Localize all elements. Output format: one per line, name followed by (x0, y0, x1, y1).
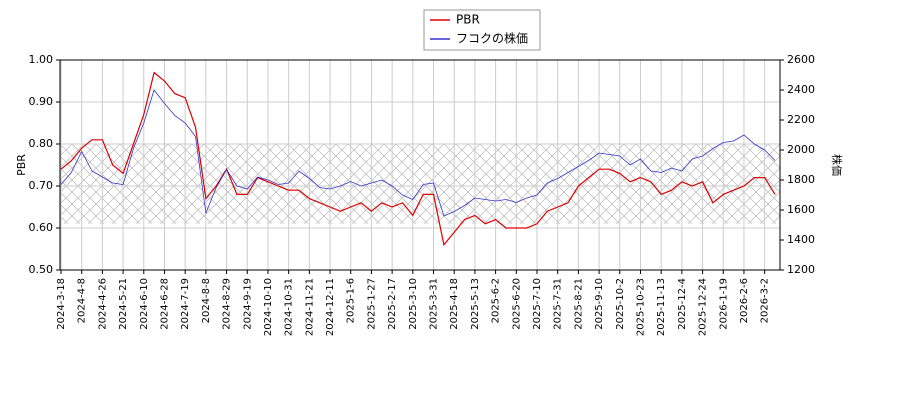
x-tick-label: 2025-12-4 (677, 278, 688, 330)
y2-tick-label: 1800 (787, 173, 815, 186)
y2-tick-label: 2200 (787, 113, 815, 126)
series-line (60, 71, 776, 247)
reference-band (60, 144, 780, 224)
x-tick-label: 2025-2-17 (387, 278, 398, 330)
x-tick-label: 2025-11-13 (656, 278, 667, 336)
y-tick-label: 0.80 (29, 137, 54, 150)
x-tick-label: 2024-10-10 (263, 278, 274, 336)
x-tick-label: 2024-3-18 (56, 278, 67, 330)
y-axis-label: PBR (15, 154, 28, 176)
x-tick-label: 2025-3-31 (429, 278, 440, 330)
x-tick-label: 2024-8-29 (222, 278, 233, 330)
x-tick-label: 2024-6-28 (159, 278, 170, 330)
y-tick-label: 0.90 (29, 95, 54, 108)
x-tick-label: 2026-1-19 (718, 278, 729, 330)
x-tick-label: 2024-11-21 (304, 278, 315, 336)
x-tick-label: 2026-3-2 (760, 278, 771, 323)
x-tick-label: 2025-1-27 (366, 278, 377, 330)
y-tick-label: 0.50 (29, 263, 54, 276)
x-tick-label: 2024-9-19 (242, 278, 253, 330)
x-tick-label: 2025-9-10 (594, 278, 605, 330)
x-tick-label: 2025-6-2 (491, 278, 502, 323)
legend: PBR フコクの株価 (423, 9, 541, 51)
y2-tick-label: 2600 (787, 53, 815, 66)
legend-label: PBR (456, 13, 480, 27)
x-tick-label: 2024-4-26 (97, 278, 108, 330)
x-tick-label: 2025-10-23 (635, 278, 646, 336)
plot-frame (59, 59, 781, 271)
x-tick-label: 2024-12-11 (325, 278, 336, 336)
x-tick-label: 2025-12-24 (698, 278, 709, 336)
x-tick-label: 2024-6-10 (139, 278, 150, 330)
x-tick-label: 2024-10-31 (284, 278, 295, 336)
y2-tick-label: 1200 (787, 263, 815, 276)
x-tick-label: 2025-6-20 (511, 278, 522, 330)
y2-tick-label: 1400 (787, 233, 815, 246)
x-tick-label: 2025-3-10 (408, 278, 419, 330)
legend-label: フコクの株価 (456, 31, 528, 46)
x-tick-label: 2024-7-19 (180, 278, 191, 330)
y2-tick-label: 1600 (787, 203, 815, 216)
x-tick-label: 2024-4-8 (77, 278, 88, 323)
legend-box (423, 9, 541, 51)
y2-tick-label: 2400 (787, 83, 815, 96)
x-tick-label: 2024-8-8 (201, 278, 212, 323)
x-tick-label: 2025-7-31 (553, 278, 564, 330)
x-tick-label: 2026-2-6 (739, 278, 750, 323)
x-tick-label: 2025-4-18 (449, 278, 460, 330)
y-tick-label: 0.70 (29, 179, 54, 192)
y-tick-label: 0.60 (29, 221, 54, 234)
y2-tick-label: 2000 (787, 143, 815, 156)
x-tick-label: 2025-5-13 (470, 278, 481, 330)
y2-axis-label: 株価 (830, 154, 844, 176)
x-tick-label: 2025-10-2 (615, 278, 626, 330)
x-tick-label: 2025-8-21 (573, 278, 584, 330)
x-tick-label: 2025-7-10 (532, 278, 543, 330)
y-tick-label: 1.00 (29, 53, 54, 66)
series-line (60, 89, 776, 217)
x-tick-label: 2025-1-6 (346, 278, 357, 323)
x-tick-label: 2024-5-21 (118, 278, 129, 330)
